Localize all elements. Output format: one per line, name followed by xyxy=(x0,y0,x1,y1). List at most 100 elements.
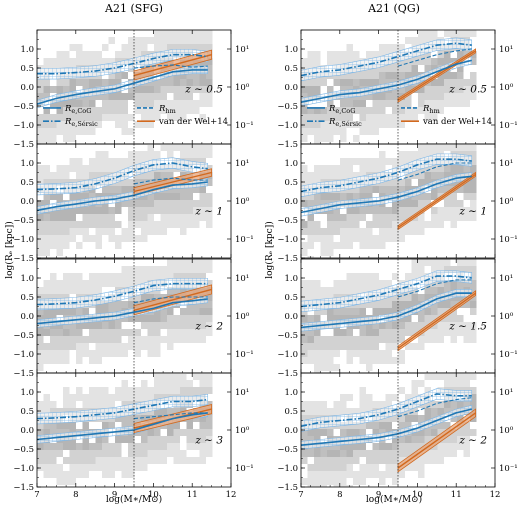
density-cell xyxy=(50,214,57,221)
y2-tick-label: 10⁻¹ xyxy=(235,235,254,245)
density-cell xyxy=(340,443,347,450)
density-cell xyxy=(307,114,314,121)
density-cell xyxy=(444,144,451,151)
density-cell xyxy=(128,86,135,93)
density-cell xyxy=(134,315,141,322)
density-cell xyxy=(340,100,347,107)
density-cell xyxy=(340,408,347,415)
density-cell xyxy=(450,280,457,287)
density-cell xyxy=(63,471,70,478)
density-cell xyxy=(115,114,122,121)
density-cell xyxy=(405,422,412,429)
density-cell xyxy=(333,315,340,322)
density-cell xyxy=(301,415,308,422)
density-cell xyxy=(379,308,386,315)
density-cell xyxy=(353,336,360,343)
density-cell xyxy=(398,415,405,422)
cog-uncertainty-band xyxy=(301,172,473,217)
density-cell xyxy=(411,273,418,280)
density-cell xyxy=(385,228,392,235)
density-cell xyxy=(180,114,187,121)
density-cell xyxy=(353,100,360,107)
density-cell xyxy=(470,336,477,343)
density-cell xyxy=(463,336,470,343)
density-cell xyxy=(154,343,161,350)
density-cell xyxy=(385,343,392,350)
density-cell xyxy=(186,387,193,394)
density-cell xyxy=(444,380,451,387)
density-cell xyxy=(392,44,399,51)
density-cell xyxy=(457,100,464,107)
density-cell xyxy=(353,350,360,357)
density-cell xyxy=(320,401,327,408)
density-cell xyxy=(333,471,340,478)
density-cell xyxy=(398,58,405,65)
density-cell xyxy=(307,343,314,350)
density-cell xyxy=(470,401,477,408)
density-cell xyxy=(186,308,193,315)
density-cell xyxy=(141,228,148,235)
density-cell xyxy=(372,65,379,72)
density-cell xyxy=(379,471,386,478)
density-cell xyxy=(320,287,327,294)
density-cell xyxy=(340,51,347,58)
y2-tick-label: 10¹ xyxy=(499,159,513,169)
density-cell xyxy=(307,408,314,415)
density-cell xyxy=(56,471,63,478)
density-cell xyxy=(470,259,477,266)
density-cell xyxy=(43,394,50,401)
density-cell xyxy=(346,228,353,235)
density-cell xyxy=(173,408,180,415)
density-cell xyxy=(411,114,418,121)
y2-tick-label: 10¹ xyxy=(499,388,513,398)
density-cell xyxy=(173,450,180,457)
redshift-label: z ∼ 0.5 xyxy=(184,84,223,96)
density-cell xyxy=(424,436,431,443)
density-cell xyxy=(69,443,76,450)
density-cell xyxy=(76,394,83,401)
y-tick-label: −1.0 xyxy=(13,350,34,360)
density-cell xyxy=(76,121,83,128)
density-cell xyxy=(167,380,174,387)
density-cell xyxy=(463,100,470,107)
density-cell xyxy=(128,422,135,429)
density-cell xyxy=(199,315,206,322)
density-cell xyxy=(186,436,193,443)
density-cell xyxy=(167,100,174,107)
density-cell xyxy=(89,79,96,86)
density-cell xyxy=(359,287,366,294)
density-cell xyxy=(353,158,360,165)
density-cell xyxy=(76,350,83,357)
density-cell xyxy=(307,51,314,58)
density-cell xyxy=(320,172,327,179)
density-cell xyxy=(437,329,444,336)
density-cell xyxy=(63,58,70,65)
density-cell xyxy=(43,172,50,179)
density-cell xyxy=(193,443,200,450)
density-cell xyxy=(418,79,425,86)
density-cell xyxy=(147,114,154,121)
density-cell xyxy=(147,228,154,235)
density-cell xyxy=(437,336,444,343)
density-cell xyxy=(372,242,379,249)
density-cell xyxy=(379,214,386,221)
density-cell xyxy=(379,107,386,114)
density-cell xyxy=(431,259,438,266)
density-cell xyxy=(37,350,44,357)
density-cell xyxy=(154,79,161,86)
density-cell xyxy=(63,401,70,408)
density-cell xyxy=(301,408,308,415)
density-cell xyxy=(333,287,340,294)
density-cell xyxy=(102,214,109,221)
density-cell xyxy=(314,79,321,86)
density-cell xyxy=(56,280,63,287)
density-cell xyxy=(69,235,76,242)
density-cell xyxy=(160,200,167,207)
density-cell xyxy=(353,51,360,58)
density-cell xyxy=(437,322,444,329)
vdw-center-line xyxy=(133,288,212,311)
density-cell xyxy=(418,221,425,228)
density-cell xyxy=(320,429,327,436)
density-cell xyxy=(76,357,83,364)
density-cell xyxy=(63,457,70,464)
